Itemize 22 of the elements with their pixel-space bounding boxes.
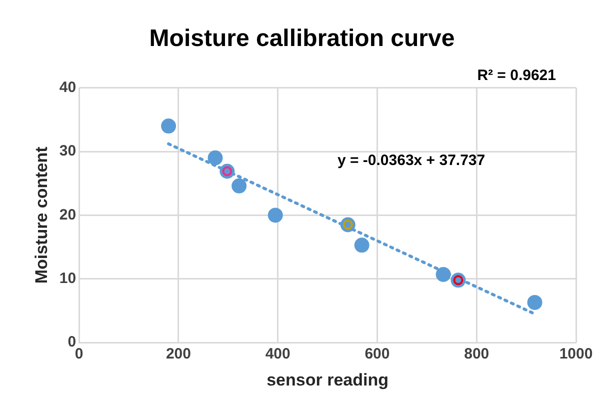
point bbox=[208, 150, 223, 166]
chart-title: Moisture callibration curve bbox=[149, 25, 455, 52]
x-tick-label: 200 bbox=[166, 346, 191, 363]
x-tick-label: 400 bbox=[265, 346, 290, 363]
point bbox=[268, 208, 283, 223]
point bbox=[161, 118, 176, 134]
y-tick-label: 0 bbox=[68, 334, 76, 351]
point bbox=[354, 238, 370, 253]
annotation: y = -0.0363x + 37.737 bbox=[337, 152, 486, 170]
y-tick-label: 40 bbox=[59, 78, 76, 96]
x-tick-label: 600 bbox=[364, 346, 390, 363]
point bbox=[527, 294, 542, 310]
x-axis-title: sensor reading bbox=[266, 370, 388, 390]
point bbox=[232, 178, 247, 194]
y-tick-label: 30 bbox=[59, 142, 76, 160]
text: R² = 0.9621 bbox=[477, 66, 556, 84]
x-tick-label: 1000 bbox=[559, 346, 593, 363]
x-tick-label: 800 bbox=[464, 346, 490, 363]
y-tick-label: 10 bbox=[59, 270, 76, 288]
point bbox=[436, 266, 451, 282]
y-tick-label: 20 bbox=[59, 206, 76, 224]
y-axis-title: Moisture content bbox=[32, 146, 51, 284]
